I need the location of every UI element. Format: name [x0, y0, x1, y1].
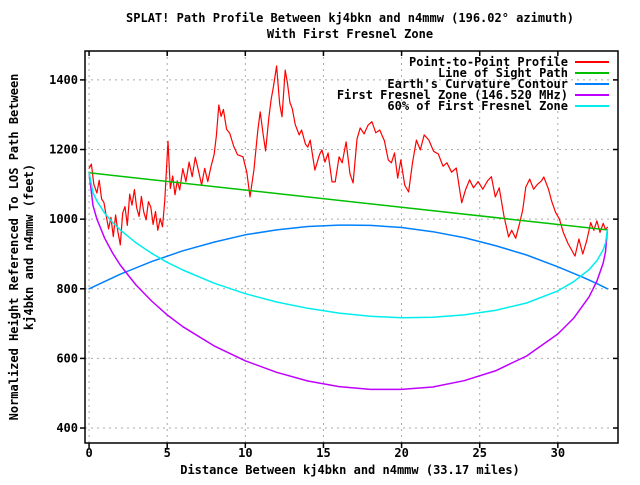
series-point-to-point-profile [88, 65, 609, 257]
plot-border [84, 50, 619, 444]
x-tick-label: 0 [85, 446, 92, 460]
chart-title-line1: SPLAT! Path Profile Between kj4bkn and n… [126, 11, 574, 25]
series-60-of-first-fresnel-zone [88, 172, 609, 319]
y-axis-label-line1: Normalized Height Referenced To LOS Path… [7, 74, 21, 421]
chart-title-line2: With First Fresnel Zone [267, 27, 433, 41]
series-line-of-sight-path [88, 172, 609, 231]
series-earth-s-curvature-contour [88, 224, 609, 290]
x-tick-label: 20 [394, 446, 408, 460]
y-tick-label: 1000 [49, 212, 78, 226]
legend-label-earths-curvature-contour: Earth's Curvature Contour [387, 77, 568, 91]
series-first-fresnel-zone-146-520-mhz [88, 172, 609, 391]
x-tick-label: 15 [316, 446, 330, 460]
y-tick-label: 1200 [49, 143, 78, 157]
x-tick-label: 25 [472, 446, 486, 460]
plot-border-and-ticks [80, 50, 619, 448]
x-tick-label: 10 [238, 446, 252, 460]
legend: Point-to-Point Profile Line of Sight Pat… [337, 55, 609, 113]
y-tick-label: 1400 [49, 73, 78, 87]
x-tick-label: 5 [164, 446, 171, 460]
y-tick-label: 600 [56, 351, 78, 365]
tick-labels: 0 5 10 15 20 25 30 400 600 800 1000 1200 1400 [49, 73, 565, 460]
grid-lines [85, 51, 618, 443]
y-tick-label: 400 [56, 421, 78, 435]
x-axis-label: Distance Between kj4bkn and n4mmw (33.17… [180, 463, 520, 477]
data-series [88, 65, 609, 391]
legend-label-60pct-first-fresnel-zone: 60% of First Fresnel Zone [387, 99, 568, 113]
legend-label-point-to-point-profile: Point-to-Point Profile [409, 55, 568, 69]
legend-label-first-fresnel-zone: First Fresnel Zone (146.520 MHz) [337, 88, 568, 102]
legend-label-line-of-sight-path: Line of Sight Path [438, 66, 568, 80]
y-axis-label-line2: kj4bkn and n4mmw (feet) [22, 164, 36, 330]
y-tick-label: 800 [56, 282, 78, 296]
x-tick-label: 30 [551, 446, 565, 460]
